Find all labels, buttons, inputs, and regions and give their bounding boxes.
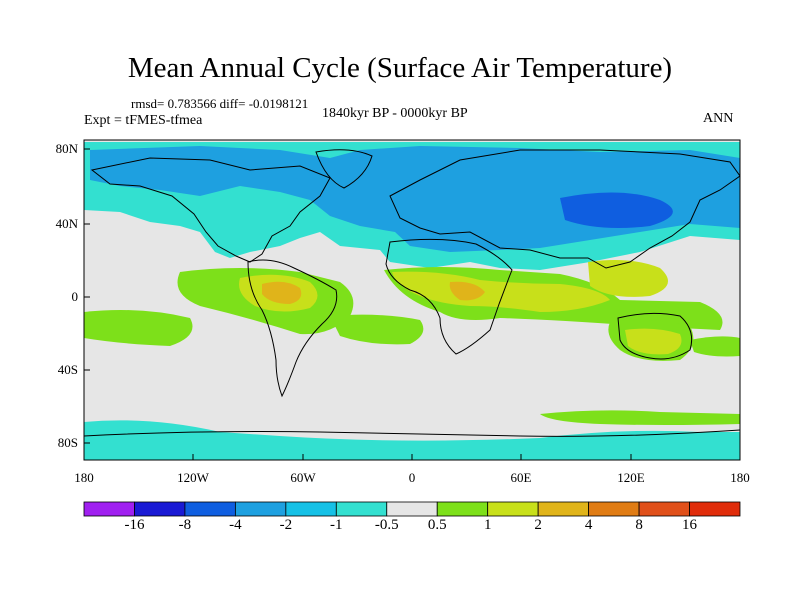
- anomaly-fields: [84, 142, 740, 460]
- colorbar-box: [335, 501, 388, 517]
- warm-anomaly-maritime: [588, 260, 668, 297]
- cold-anomaly-north-strong: [90, 146, 740, 252]
- colorbar-label: 1: [483, 517, 492, 533]
- colorbar-label: 0.5: [427, 517, 447, 533]
- colorbar-label: -0.5: [374, 517, 399, 533]
- warm-anomaly-south-pacific: [84, 310, 193, 346]
- coastline-south-america: [247, 259, 338, 398]
- colorbar-label: -16: [124, 517, 145, 533]
- lon-label-120w: 120W: [177, 470, 209, 485]
- coastline-greenland: [315, 149, 373, 189]
- coastline-north-america: [90, 157, 331, 263]
- colorbar-box: [134, 501, 186, 517]
- coastline-antarctica: [84, 429, 740, 437]
- cold-anomaly-south: [84, 420, 740, 460]
- coastline-australia: [617, 312, 693, 360]
- period-label: 1840kyr BP - 0000kyr BP: [322, 106, 468, 121]
- colorbar-box: [537, 501, 590, 517]
- warm-anomaly-south-atlantic: [330, 314, 424, 345]
- warm-anomaly-australia-inner: [625, 328, 682, 355]
- colorbar-box: [588, 501, 640, 517]
- lat-label-80n: 80N: [55, 141, 78, 156]
- cold-anomaly-asia: [560, 192, 673, 228]
- colorbar-box: [436, 501, 489, 517]
- colorbar-label: -4: [229, 517, 242, 533]
- coastline-africa: [385, 238, 513, 355]
- warm-anomaly-south-east: [690, 336, 740, 357]
- lon-label-180w: 180: [74, 470, 94, 485]
- colorbar-label: -1: [330, 517, 343, 533]
- colorbar-label: 8: [635, 517, 643, 533]
- colorbar-box: [285, 501, 337, 517]
- colorbar-box: [83, 501, 135, 517]
- colorbar-box: [689, 501, 741, 517]
- coastline-eurasia: [389, 149, 740, 269]
- lon-label-60w: 60W: [290, 470, 316, 485]
- season-label: ANN: [703, 111, 734, 126]
- warm-anomaly-africa-inner: [392, 271, 610, 312]
- colorbar-box: [184, 501, 236, 517]
- lon-label-0: 0: [408, 470, 416, 485]
- colorbar-box: [638, 501, 690, 517]
- colorbar: [83, 501, 741, 517]
- colorbar-box: [234, 501, 287, 517]
- warm-anomaly-southern-band: [540, 410, 740, 425]
- colorbar-box: [487, 501, 539, 517]
- coastlines: [84, 149, 740, 437]
- lat-label-0: 0: [71, 289, 79, 304]
- lat-label-80s: 80S: [57, 435, 78, 450]
- colorbar-label: -8: [178, 517, 192, 533]
- map-title: Mean Annual Cycle (Surface Air Temperatu…: [127, 52, 673, 84]
- lon-label-120e: 120E: [617, 470, 645, 485]
- colorbar-label: 2: [534, 517, 542, 533]
- colorbar-label: 16: [682, 517, 698, 533]
- warm-anomaly-amazon-core: [262, 281, 302, 304]
- lon-label-180e: 180: [730, 470, 750, 485]
- colorbar-label: 4: [584, 517, 593, 533]
- experiment-label: Expt = tFMES-tfmea: [84, 113, 203, 128]
- lat-label-40s: 40S: [57, 362, 78, 377]
- colorbar-label: -2: [279, 517, 293, 533]
- axis-ticks: [83, 148, 741, 460]
- lon-label-60e: 60E: [510, 470, 532, 485]
- colorbar-box: [386, 501, 438, 517]
- lat-label-40n: 40N: [55, 216, 78, 231]
- stats-line: rmsd= 0.783566 diff= -0.0198121: [131, 96, 309, 111]
- warm-anomaly-east-africa: [449, 281, 485, 301]
